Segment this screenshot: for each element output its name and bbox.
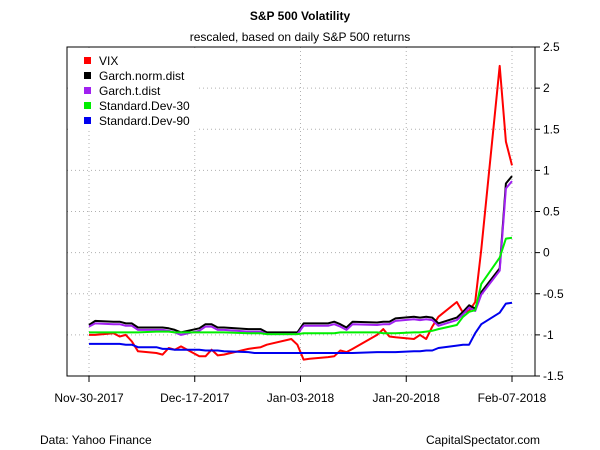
legend-label: Garch.norm.dist: [99, 69, 185, 83]
series-line-0: [89, 64, 513, 361]
x-tick-label: Jan-20-2018: [373, 391, 441, 405]
series-line-2: [88, 180, 513, 336]
legend-label: Standard.Dev-90: [99, 114, 190, 128]
y-tick-label: 0: [543, 246, 550, 260]
legend-swatch: [84, 117, 91, 124]
series-lines: [88, 64, 513, 361]
legend-label: Garch.t.dist: [99, 84, 161, 98]
legend-swatch: [84, 87, 91, 94]
y-axis: -1.5 -1 -0.5 0 0.5 1 1.5 2 2.5: [535, 40, 564, 383]
y-tick-label: 1.5: [543, 122, 560, 136]
chart-subtitle: rescaled, based on daily S&P 500 returns: [189, 30, 411, 44]
source-credit: Data: Yahoo Finance: [40, 433, 152, 447]
x-tick-label: Nov-30-2017: [54, 391, 124, 405]
x-tick-label: Feb-07-2018: [478, 391, 547, 405]
y-tick-label: -1.5: [543, 369, 564, 383]
y-tick-label: 1: [543, 163, 550, 177]
y-tick-label: 2.5: [543, 40, 560, 54]
y-tick-label: 2: [543, 81, 550, 95]
y-tick-label: 0.5: [543, 205, 560, 219]
legend-label: VIX: [99, 54, 118, 68]
x-axis: Nov-30-2017 Dec-17-2017 Jan-03-2018 Jan-20-…: [54, 376, 547, 405]
legend-swatch: [84, 57, 91, 64]
legend-label: Standard.Dev-30: [99, 99, 190, 113]
chart-title: S&P 500 Volatility: [249, 9, 351, 23]
x-tick-label: Dec-17-2017: [160, 391, 230, 405]
site-credit: CapitalSpectator.com: [425, 433, 540, 447]
legend-swatch: [84, 102, 91, 109]
legend-swatch: [84, 72, 91, 79]
legend: VIXGarch.norm.distGarch.t.distStandard.D…: [68, 48, 198, 130]
grid: [67, 46, 535, 377]
y-tick-label: -1: [543, 328, 554, 342]
x-tick-label: Jan-03-2018: [267, 391, 335, 405]
y-tick-label: -0.5: [543, 287, 564, 301]
series-line-1: [88, 175, 513, 334]
series-line-4: [89, 301, 513, 354]
series-line-3: [89, 236, 513, 336]
